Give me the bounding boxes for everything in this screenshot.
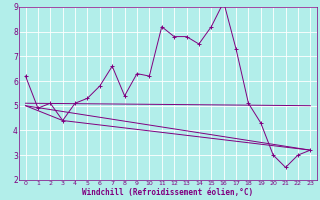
X-axis label: Windchill (Refroidissement éolien,°C): Windchill (Refroidissement éolien,°C): [82, 188, 253, 197]
